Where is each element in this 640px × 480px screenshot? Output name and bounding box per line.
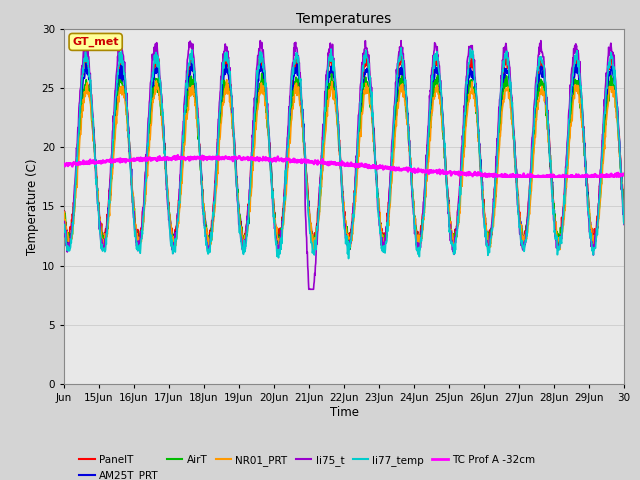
Text: GT_met: GT_met — [72, 37, 119, 47]
Legend: PanelT, AM25T_PRT, AirT, NR01_PRT, li75_t, li77_temp, TC Prof A -32cm: PanelT, AM25T_PRT, AirT, NR01_PRT, li75_… — [75, 451, 540, 480]
Title: Temperatures: Temperatures — [296, 12, 392, 26]
X-axis label: Time: Time — [330, 406, 358, 419]
Y-axis label: Temperature (C): Temperature (C) — [26, 158, 39, 255]
